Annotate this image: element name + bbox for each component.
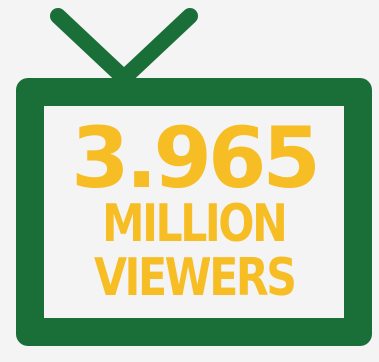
antenna-left <box>50 8 132 86</box>
viewer-count: 3.965 <box>71 109 321 207</box>
viewers-label: VIEWERS <box>93 248 297 308</box>
antenna-icon <box>50 8 198 86</box>
antenna-right <box>116 8 198 86</box>
unit-label: MILLION <box>102 194 288 254</box>
tv-icon <box>16 78 372 346</box>
tv-screen: 3.965 MILLION VIEWERS <box>16 78 372 346</box>
